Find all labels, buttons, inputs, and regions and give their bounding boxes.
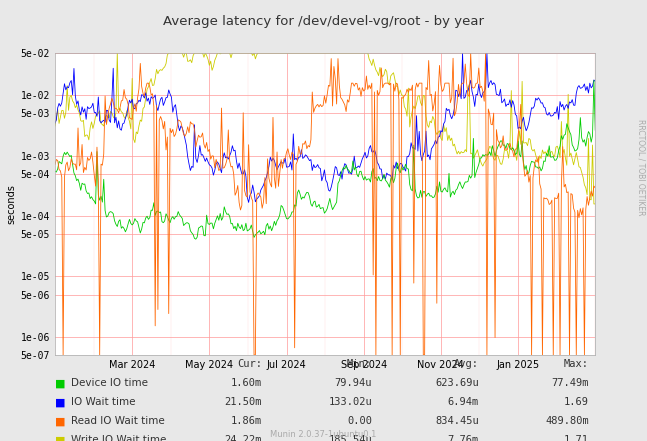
- Text: 1.69: 1.69: [564, 397, 589, 407]
- Text: 623.69u: 623.69u: [435, 378, 479, 389]
- Y-axis label: seconds: seconds: [6, 184, 17, 224]
- Text: 489.80m: 489.80m: [545, 416, 589, 426]
- Text: Cur:: Cur:: [237, 359, 262, 370]
- Text: Average latency for /dev/devel-vg/root - by year: Average latency for /dev/devel-vg/root -…: [163, 15, 484, 28]
- Text: Min:: Min:: [347, 359, 372, 370]
- Text: Read IO Wait time: Read IO Wait time: [71, 416, 165, 426]
- Text: 6.94m: 6.94m: [448, 397, 479, 407]
- Text: Write IO Wait time: Write IO Wait time: [71, 435, 166, 441]
- Text: IO Wait time: IO Wait time: [71, 397, 136, 407]
- Text: ■: ■: [55, 416, 65, 426]
- Text: Device IO time: Device IO time: [71, 378, 148, 389]
- Text: ■: ■: [55, 435, 65, 441]
- Text: 79.94u: 79.94u: [334, 378, 372, 389]
- Text: 21.50m: 21.50m: [225, 397, 262, 407]
- Text: Avg:: Avg:: [454, 359, 479, 370]
- Text: 133.02u: 133.02u: [328, 397, 372, 407]
- Text: 1.71: 1.71: [564, 435, 589, 441]
- Text: Munin 2.0.37-1ubuntu0.1: Munin 2.0.37-1ubuntu0.1: [270, 430, 377, 439]
- Text: ■: ■: [55, 397, 65, 407]
- Text: ■: ■: [55, 378, 65, 389]
- Text: 24.22m: 24.22m: [225, 435, 262, 441]
- Text: 0.00: 0.00: [347, 416, 372, 426]
- Text: Max:: Max:: [564, 359, 589, 370]
- Text: 185.54u: 185.54u: [328, 435, 372, 441]
- Text: 7.76m: 7.76m: [448, 435, 479, 441]
- Text: 834.45u: 834.45u: [435, 416, 479, 426]
- Text: 77.49m: 77.49m: [551, 378, 589, 389]
- Text: 1.60m: 1.60m: [231, 378, 262, 389]
- Text: 1.86m: 1.86m: [231, 416, 262, 426]
- Text: RRCTOOL / TOBI OETIKER: RRCTOOL / TOBI OETIKER: [637, 120, 646, 216]
